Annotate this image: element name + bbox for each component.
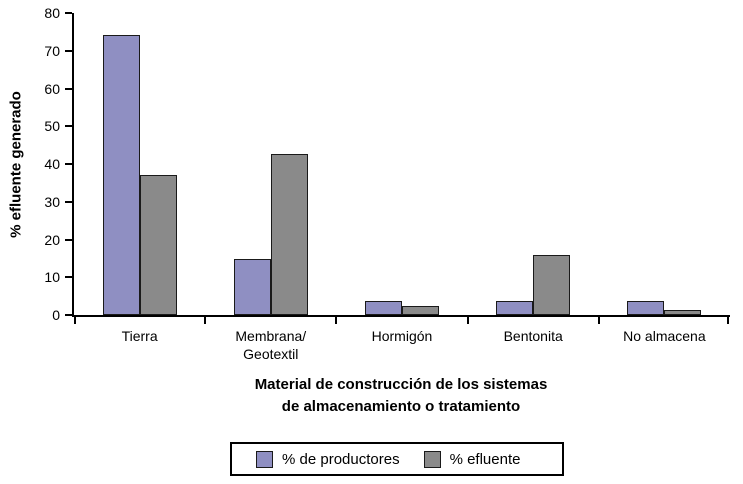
x-tick-0	[74, 317, 76, 324]
y-tick-50	[65, 125, 72, 128]
category-label-3: Bentonita	[503, 328, 563, 344]
y-tick-label-10: 10	[44, 269, 60, 286]
y-tick-label-70: 70	[44, 42, 60, 59]
bar-productores-3	[496, 301, 534, 315]
y-tick-label-30: 30	[44, 193, 60, 210]
y-tick-label-20: 20	[44, 231, 60, 248]
y-tick-0	[65, 314, 72, 316]
y-tick-70	[65, 49, 72, 52]
bar-productores-4	[627, 301, 665, 315]
legend-swatch-efluente	[423, 450, 441, 468]
legend-label-productores: % de productores	[282, 450, 400, 468]
x-tick-1	[204, 317, 207, 324]
bar-productores-2	[365, 301, 402, 315]
bar-efluente-4	[664, 309, 702, 315]
bar-productores-1	[233, 259, 271, 315]
legend: % de productores % efluente	[230, 442, 564, 476]
category-label-1: Membrana/ Geotextil	[235, 328, 307, 362]
y-tick-label-60: 60	[44, 80, 60, 97]
legend-label-efluente: % efluente	[449, 450, 521, 468]
bar-efluente-0	[139, 175, 177, 315]
y-tick-30	[65, 200, 72, 203]
y-tick-label-0: 0	[52, 307, 60, 323]
bar-efluente-1	[270, 154, 308, 315]
legend-item-productores: % de productores	[256, 450, 400, 468]
y-tick-60	[65, 87, 72, 90]
x-axis-title: Material de construcción de los sistemas…	[72, 374, 730, 418]
legend-item-efluente: % efluente	[423, 450, 521, 468]
x-tick-3	[466, 317, 469, 324]
category-label-2: Hormigón	[371, 328, 433, 344]
y-tick-20	[65, 238, 72, 241]
legend-swatch-productores	[256, 450, 273, 468]
x-tick-4	[597, 317, 600, 324]
y-tick-label-40: 40	[44, 156, 60, 172]
y-tick-80	[65, 12, 72, 14]
bar-efluente-3	[533, 254, 571, 315]
y-tick-40	[65, 163, 72, 165]
category-label-0: Tierra	[121, 328, 158, 344]
x-tick-5	[727, 317, 729, 324]
plot-area	[65, 12, 730, 324]
bar-productores-0	[102, 35, 140, 315]
x-axis-title-line2: de almacenamiento o tratamiento	[281, 398, 521, 415]
y-tick-10	[65, 276, 72, 279]
category-label-4: No almacena	[623, 328, 706, 344]
y-tick-label-50: 50	[44, 118, 60, 135]
y-tick-label-80: 80	[44, 5, 60, 21]
x-tick-2	[335, 317, 338, 324]
bar-efluente-2	[402, 305, 439, 315]
x-axis-title-line1: Material de construcción de los sistemas	[254, 376, 548, 393]
